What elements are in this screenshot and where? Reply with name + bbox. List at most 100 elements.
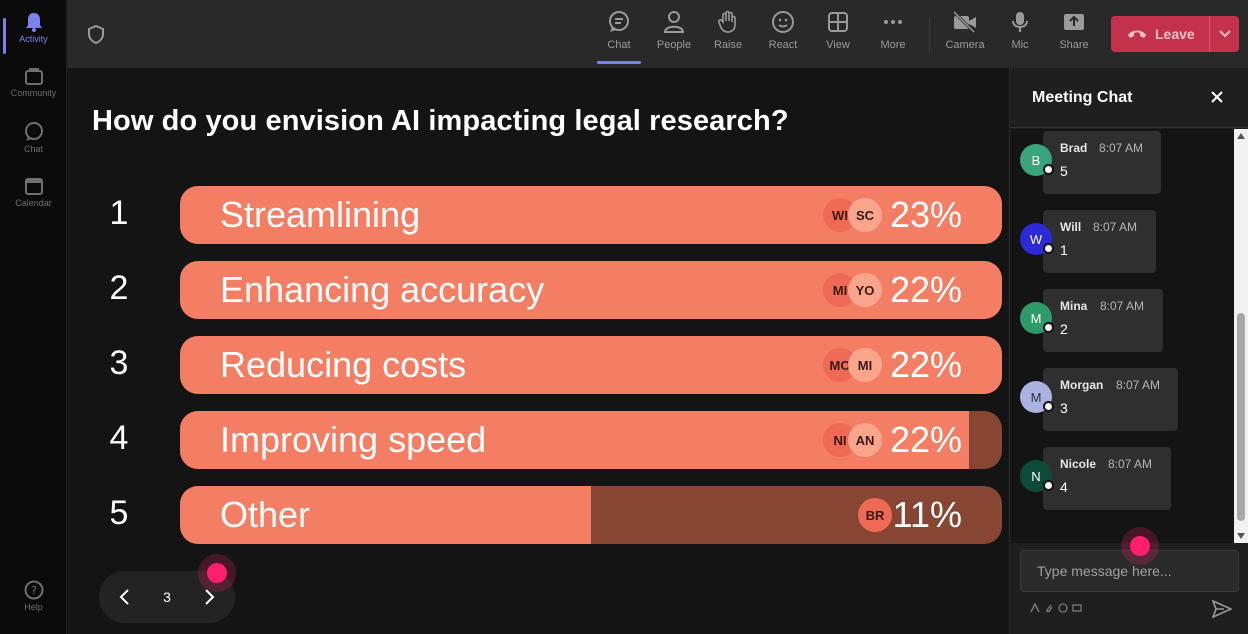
toolbar-label: People (656, 39, 692, 51)
rail-item-calendar[interactable]: Calendar (0, 176, 67, 208)
poll-option-percent: 22% (889, 419, 962, 460)
message-text: 3 (1060, 400, 1068, 416)
scroll-thumb[interactable] (1237, 313, 1245, 521)
rail-item-label: Community (10, 88, 57, 98)
poll-option-bar[interactable]: Other BR 11% (180, 486, 1002, 544)
chat-icon (24, 122, 43, 141)
toolbar-view-button[interactable]: View (813, 10, 863, 51)
page-number: 3 (163, 589, 171, 605)
scroll-up-arrow[interactable] (1237, 133, 1245, 139)
poll-option-percent: 22% (889, 269, 962, 310)
meeting-toolbar: Chat People Raise React View More Camera… (67, 0, 1248, 68)
poll-option-label: Reducing costs (220, 344, 467, 385)
message-bubble[interactable]: Nicole 8:07 AM 4 (1043, 447, 1171, 510)
presence-indicator (1043, 164, 1054, 175)
app-rail: Activity Community Chat Calendar ? Help (0, 0, 67, 634)
chat-scrollbar[interactable] (1234, 129, 1248, 543)
message-sender: Brad (1060, 141, 1088, 155)
leave-options-button[interactable] (1209, 16, 1239, 52)
voter-avatar: AN (848, 423, 882, 457)
rail-item-activity[interactable]: Activity (0, 12, 67, 54)
poll-option-label: Other (220, 494, 311, 535)
message-timestamp: 8:07 AM (1093, 220, 1138, 234)
message-bubble[interactable]: Brad 8:07 AM 5 (1043, 131, 1161, 194)
chat-icon (609, 11, 629, 32)
chat-message-list: Brad 8:07 AM 5 B Will 8:07 AM 1 W Mina 8:07 AM 2 M M… (1010, 129, 1234, 543)
rail-item-community[interactable]: Community (0, 68, 67, 98)
chevron-right-icon[interactable] (199, 587, 219, 607)
toolbar-divider (929, 18, 930, 52)
poll-option-percent: 22% (889, 344, 962, 385)
format-icon[interactable] (1030, 603, 1040, 613)
pointer-indicator (198, 554, 236, 592)
mic-icon (1012, 12, 1028, 32)
toolbar-label: Camera (945, 39, 985, 51)
leave-button[interactable]: Leave (1111, 16, 1239, 52)
poll-option-percent: 23% (889, 194, 962, 235)
chat-format-tools (1030, 603, 1082, 613)
toolbar-react-button[interactable]: React (758, 10, 808, 51)
message-timestamp: 8:07 AM (1099, 141, 1144, 155)
presence-indicator (1043, 401, 1054, 412)
poll-option-label: Streamlining (220, 194, 421, 235)
toolbar-people-button[interactable]: People (649, 10, 699, 51)
toolbar-camera-button[interactable]: Camera (940, 10, 990, 51)
presence-indicator (1043, 243, 1054, 254)
smiley-icon (772, 11, 794, 33)
scroll-down-arrow[interactable] (1237, 533, 1245, 539)
rail-item-label: Chat (23, 144, 43, 154)
toolbar-label: Raise (713, 39, 743, 51)
chevron-down-icon (1218, 30, 1231, 38)
toolbar-label: React (768, 39, 798, 51)
toolbar-raise-button[interactable]: Raise (703, 10, 753, 51)
leave-main[interactable]: Leave (1111, 16, 1209, 52)
toolbar-chat-button[interactable]: Chat (594, 10, 644, 64)
more-icon (884, 20, 902, 24)
option-number: 1 (109, 194, 129, 232)
poll-question: How do you envision AI impacting legal r… (92, 105, 789, 137)
shield-icon[interactable] (88, 25, 104, 44)
message-sender: Morgan (1060, 378, 1104, 392)
chevron-left-icon[interactable] (115, 587, 135, 607)
gif-icon[interactable] (1072, 603, 1082, 613)
toolbar-label: More (880, 39, 906, 51)
help-icon: ? (24, 580, 43, 600)
poll-option-fill (180, 486, 591, 544)
message-timestamp: 8:07 AM (1100, 299, 1145, 313)
community-icon (24, 68, 43, 85)
message-text: 4 (1060, 479, 1068, 495)
poll-option-bar[interactable]: Reducing costs MO MI 22% (180, 336, 1002, 394)
toolbar-share-button[interactable]: Share (1049, 10, 1099, 51)
people-icon (663, 11, 685, 33)
close-icon[interactable] (1210, 90, 1224, 104)
pointer-indicator (1121, 527, 1159, 565)
grid-icon (828, 12, 848, 32)
presence-indicator (1043, 322, 1054, 333)
voter-avatar: MI (848, 348, 882, 382)
toolbar-more-button[interactable]: More (868, 10, 918, 51)
message-bubble[interactable]: Mina 8:07 AM 2 (1043, 289, 1163, 352)
poll-option-bar[interactable]: Streamlining WI SC 23% (180, 186, 1002, 244)
poll-option-bar[interactable]: Enhancing accuracy MI YO 22% (180, 261, 1002, 319)
hand-icon (718, 10, 736, 33)
hang-up-icon (1128, 30, 1146, 38)
rail-item-label: Calendar (15, 198, 52, 208)
option-number: 2 (109, 269, 129, 307)
toolbar-label: Share (1059, 39, 1089, 51)
message-timestamp: 8:07 AM (1108, 457, 1153, 471)
chat-message-input[interactable] (1020, 550, 1239, 592)
voter-avatar: BR (858, 498, 892, 532)
toolbar-mic-button[interactable]: Mic (995, 10, 1045, 51)
message-bubble[interactable]: Will 8:07 AM 1 (1043, 210, 1156, 273)
rail-item-help[interactable]: ? Help (0, 580, 67, 612)
presence-indicator (1043, 480, 1054, 491)
emoji-icon[interactable] (1058, 603, 1068, 613)
poll-option-bar[interactable]: Improving speed NI AN 22% (180, 411, 1002, 469)
rail-item-chat[interactable]: Chat (0, 122, 67, 154)
message-bubble[interactable]: Morgan 8:07 AM 3 (1043, 368, 1178, 431)
attach-icon[interactable] (1044, 603, 1054, 613)
poll-option-label: Enhancing accuracy (220, 269, 545, 310)
send-icon[interactable] (1212, 600, 1232, 618)
option-number: 3 (109, 344, 129, 382)
share-icon (1064, 14, 1084, 30)
